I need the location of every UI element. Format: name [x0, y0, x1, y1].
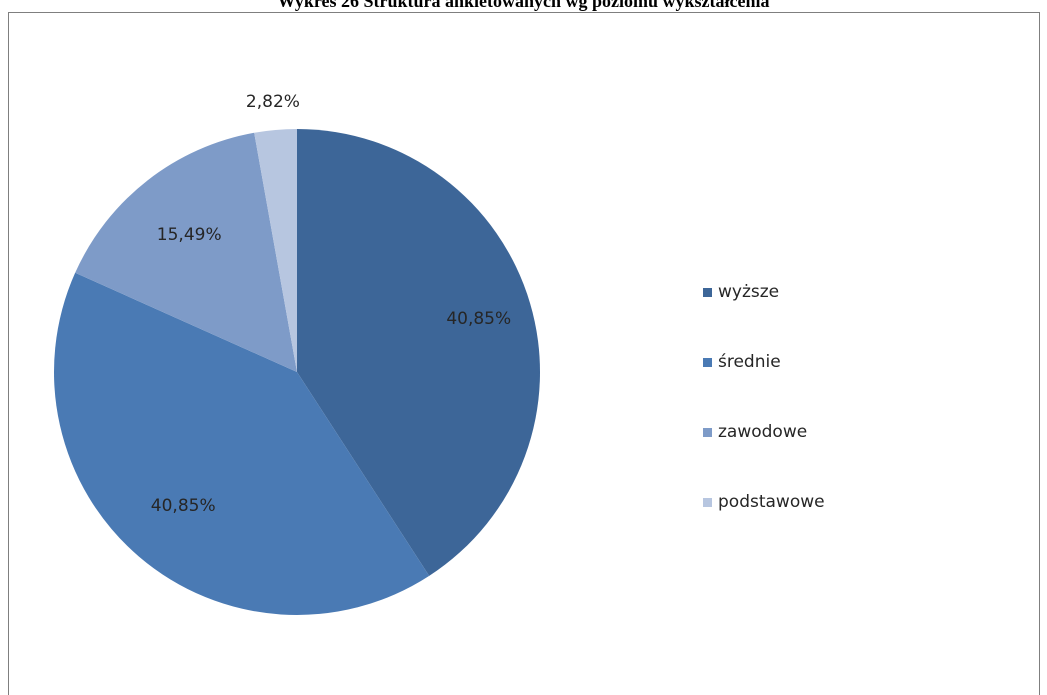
- legend-swatch: [703, 497, 712, 507]
- legend-item-2: średnie: [703, 349, 825, 375]
- legend-label: średnie: [718, 352, 781, 372]
- chart-title: Wykres 26 Struktura ankietowanych wg poz…: [277, 0, 770, 11]
- legend-swatch: [703, 357, 712, 367]
- data-label-4: 2,82%: [246, 92, 300, 112]
- pie-slice-3: [75, 132, 297, 372]
- legend-item-1: wyższe: [703, 279, 825, 305]
- legend-label: wyższe: [718, 282, 780, 302]
- legend-item-3: zawodowe: [703, 419, 825, 445]
- data-label-1: 40,85%: [446, 309, 511, 329]
- legend-swatch: [703, 287, 712, 297]
- pie-slice-4: [254, 129, 297, 372]
- legend-swatch: [703, 427, 712, 437]
- legend-label: podstawowe: [718, 492, 825, 512]
- legend-item-4: podstawowe: [703, 489, 825, 515]
- data-label-3: 15,49%: [157, 225, 222, 245]
- legend-label: zawodowe: [718, 422, 808, 442]
- chart-frame: [8, 12, 1040, 695]
- data-label-2: 40,85%: [151, 496, 216, 516]
- legend: wyższe średnie zawodowe podstawowe: [703, 279, 825, 559]
- pie-slice-1: [297, 129, 540, 576]
- pie-slice-2: [54, 272, 430, 615]
